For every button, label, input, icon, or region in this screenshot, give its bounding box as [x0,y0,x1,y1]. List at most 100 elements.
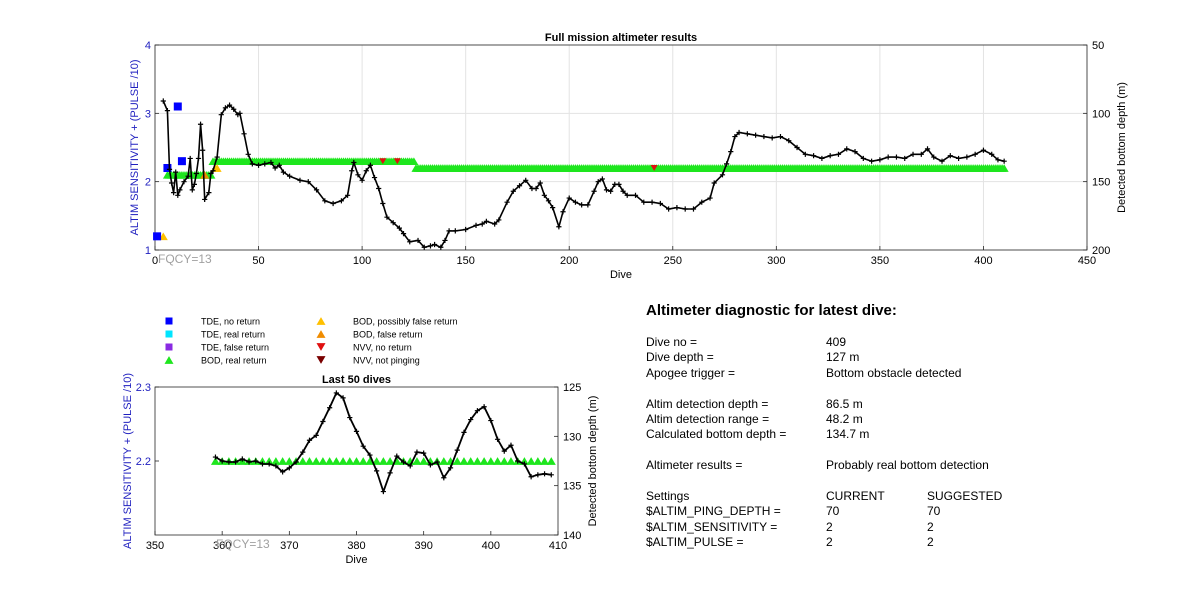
bottom-depth-point [802,151,808,157]
bottom-depth-point [641,199,647,205]
y2-tick-label: 150 [1092,177,1110,189]
diag-value: 409 [826,335,847,349]
setting-label: $ALTIM_PULSE = [646,535,744,550]
bottom-depth-point [918,151,924,157]
bottom-depth-point [376,185,382,192]
settings-header-suggested: SUGGESTED [927,488,1003,503]
bottom-depth-point [769,135,775,141]
bottom-depth-point [620,188,626,194]
bottom-depth-point [719,172,726,178]
bottom-depth-point [541,192,547,198]
bottom-depth-point [819,155,825,162]
bottom-depth-point [533,185,539,192]
x-axis-label: Dive [610,269,632,281]
bottom-depth-point [560,209,566,215]
bottom-depth-point [442,237,448,244]
y2-tick-label: 50 [1092,40,1104,52]
diag-row-altimeter-results: Altimeter results = Probably real bottom … [646,458,1166,473]
y2-axis-label: Detected bottom depth (m) [1116,82,1128,213]
diagnostic-title: Altimeter diagnostic for latest dive: [646,302,897,319]
bottom-depth-point [210,168,216,174]
bottom-depth-point [237,110,243,116]
bottom-depth-point [736,129,742,136]
bottom-depth-point [222,105,229,111]
bottom-depth-point [255,162,262,168]
fqcy-annotation: FQCY=13 [158,252,212,266]
diag-value: Bottom obstacle detected [826,365,962,380]
bottom-depth-point [947,153,953,159]
bod-possibly-false-marker [212,164,222,172]
bottom-depth-point [363,168,369,174]
bottom-depth-point [761,133,767,140]
x-tick-label: 400 [974,255,992,267]
bottom-depth-point [249,161,255,167]
bottom-depth-point [305,179,311,185]
tde-no-return-marker [163,164,172,172]
bottom-depth-point [272,165,278,171]
bottom-depth-point [200,147,206,153]
bottom-depth-point [682,206,688,212]
bottom-depth-point [852,149,858,155]
bottom-depth-point [427,243,434,249]
bottom-depth-point [1001,158,1007,164]
bottom-depth-point [989,151,995,157]
bottom-depth-point [202,196,208,203]
y2-tick-label: 100 [1092,108,1110,120]
bottom-depth-point [556,224,562,230]
diag-row-calculated-bottom-depth: Calculated bottom depth = 134.7 m [646,427,1166,442]
x-tick-label: 200 [560,255,578,267]
bottom-depth-point [407,239,413,245]
bottom-depth-point [885,154,891,160]
x-tick-label: 450 [1078,255,1096,267]
bottom-depth-point [415,237,421,244]
bottom-depth-point [206,190,212,196]
setting-current: 2 [826,519,833,534]
bottom-depth-point [657,200,663,207]
bottom-depth-point [955,155,962,162]
bottom-depth-point [189,187,195,193]
bottom-depth-point [322,198,328,204]
diag-value: 48.2 m [826,411,863,426]
bottom-depth-point [707,195,713,201]
bottom-depth-point [827,153,833,159]
y2-tick-label: 200 [1092,245,1110,257]
bottom-depth-point [591,188,597,194]
setting-label: $ALTIM_PING_DEPTH = [646,504,781,519]
bottom-depth-point [483,218,489,224]
x-tick-label: 50 [252,255,264,267]
bottom-depth-point [510,188,516,194]
bottom-depth-point [869,158,875,164]
bottom-depth-point [835,151,842,157]
bottom-depth-point [226,102,233,108]
bottom-depth-point [972,151,978,157]
diag-value: 134.7 m [826,427,870,442]
y-tick-label: 3 [145,108,151,120]
nvv-no-return-marker [393,158,401,165]
bottom-depth-point [185,173,191,179]
bottom-depth-point [902,155,908,162]
bottom-depth-point [421,244,427,250]
bottom-depth-point [160,98,166,104]
setting-suggested: 2 [927,519,934,534]
bottom-depth-point [193,170,200,177]
bottom-depth-point [579,202,585,208]
bottom-depth-point [175,192,181,198]
bottom-depth-point [164,108,171,114]
bottom-depth-point [345,192,351,198]
bottom-depth-point [496,217,502,223]
x-tick-label: 150 [456,255,474,267]
bottom-depth-point [624,192,630,198]
y-tick-label: 1 [145,245,151,257]
bod-false-return-marker [200,171,210,179]
bottom-depth-point [666,206,672,212]
settings-header-row: Settings CURRENT SUGGESTED [646,489,1166,504]
bottom-depth-point [566,195,572,201]
diag-row-altim-detection-range: Altim detection range = 48.2 m [646,412,1166,427]
bottom-depth-point [241,131,247,137]
bottom-depth-point [349,168,355,174]
bottom-depth-point [446,228,452,234]
bottom-depth-point [786,138,792,144]
bottom-depth-point [452,228,458,234]
bottom-depth-point [214,154,220,160]
